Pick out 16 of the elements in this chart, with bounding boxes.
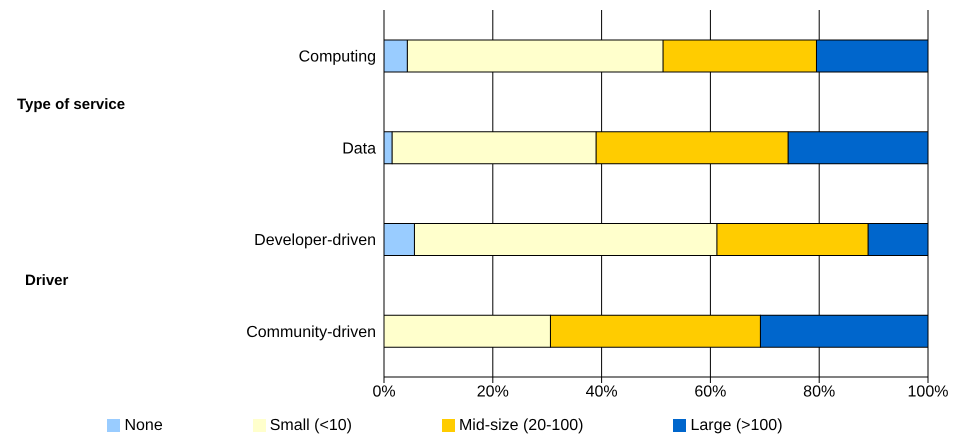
- x-tick-label: 60%: [694, 383, 726, 400]
- legend-label: Mid-size (20-100): [458, 417, 584, 434]
- legend-label: Large (>100): [690, 417, 783, 434]
- x-tick-label: 40%: [586, 383, 618, 400]
- x-tick-label: 80%: [803, 383, 836, 400]
- y-tick-label: Community-driven: [246, 324, 376, 341]
- y-tick-label: Data: [342, 140, 376, 158]
- x-tick-label: 0%: [372, 383, 396, 400]
- legend-label: None: [124, 417, 163, 434]
- x-tick-label: 100%: [908, 383, 948, 400]
- legend-label: Small (<10): [270, 417, 352, 434]
- text: Driver: [25, 272, 68, 289]
- y-tick-label: Developer-driven: [254, 232, 376, 250]
- y-tick-label: Computing: [298, 48, 376, 66]
- text: Type of service: [17, 96, 126, 113]
- x-tick-label: 20%: [476, 383, 509, 400]
